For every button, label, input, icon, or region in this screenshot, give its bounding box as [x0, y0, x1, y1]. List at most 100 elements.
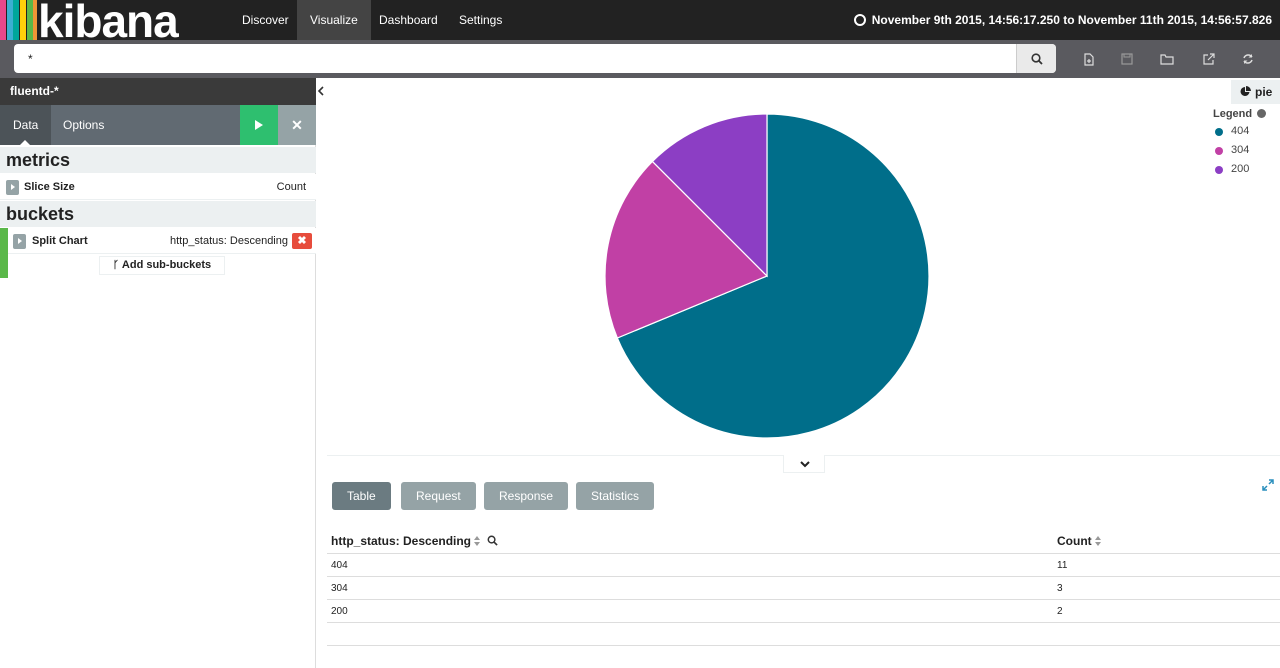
search-bar — [0, 40, 1280, 78]
chevron-right-icon[interactable] — [13, 234, 26, 249]
branch-icon: ᚴ — [112, 260, 119, 271]
chevron-down-icon — [800, 461, 810, 468]
legend-label: 200 — [1231, 163, 1250, 175]
legend-toggle-icon — [1257, 109, 1267, 118]
logo-wordmark: kibana — [38, 0, 179, 40]
tab-options[interactable]: Options — [63, 118, 105, 132]
spy-tab-table[interactable]: Table — [332, 482, 391, 510]
add-sub-buckets-button[interactable]: ᚴ Add sub-buckets — [99, 256, 225, 275]
data-table: http_status: Descending Count 404 11 304… — [327, 528, 1280, 646]
time-range-label: November 9th 2015, 14:56:17.250 to Novem… — [871, 13, 1272, 27]
table-row-empty — [327, 623, 1280, 646]
spy-panel-toggle[interactable] — [783, 455, 825, 473]
play-icon — [255, 120, 263, 130]
index-pattern-title: fluentd-* — [0, 78, 316, 105]
table-cell: 3 — [1057, 583, 1063, 594]
search-button[interactable] — [1016, 44, 1056, 73]
legend-item-304[interactable]: 304 — [1213, 141, 1280, 160]
sort-icon[interactable] — [474, 536, 481, 546]
discard-changes-button[interactable]: ✕ — [278, 105, 316, 145]
new-visualization-button[interactable] — [1079, 49, 1099, 69]
table-cell: 11 — [1057, 560, 1068, 571]
table-cell: 404 — [331, 560, 348, 571]
spy-tab-response[interactable]: Response — [484, 482, 569, 510]
bucket-status-stripe — [0, 228, 8, 278]
table-row: 200 2 — [327, 600, 1280, 623]
table-cell: 200 — [331, 606, 348, 617]
legend-item-404[interactable]: 404 — [1213, 122, 1280, 141]
tab-data-label: Data — [13, 118, 39, 132]
legend-swatch — [1215, 128, 1223, 136]
pie-slice-404[interactable] — [616, 113, 930, 439]
refresh-icon — [1243, 54, 1253, 64]
search-box — [14, 44, 1056, 73]
legend-item-200[interactable]: 200 — [1213, 160, 1280, 179]
spy-tab-request[interactable]: Request — [401, 482, 476, 510]
sort-icon[interactable] — [1094, 536, 1102, 546]
save-button[interactable] — [1117, 49, 1137, 69]
bucket-label: Split Chart — [32, 235, 88, 247]
table-cell: 304 — [331, 583, 348, 594]
column-header-label: http_status: Descending — [331, 534, 472, 548]
tab-data[interactable]: Data — [0, 105, 52, 145]
search-input[interactable] — [14, 44, 1016, 73]
column-header-label: Count — [1057, 534, 1092, 548]
metric-label: Slice Size — [24, 181, 75, 193]
remove-bucket-button[interactable]: ✖ — [292, 233, 312, 249]
nav-visualize[interactable]: Visualize — [297, 0, 371, 40]
legend-toggle[interactable]: Legend — [1213, 106, 1280, 122]
logo-bar — [27, 0, 33, 40]
add-sub-buckets-label: Add sub-buckets — [121, 259, 212, 271]
nav-discover[interactable]: Discover — [242, 13, 289, 27]
search-icon — [1030, 52, 1043, 65]
expand-icon[interactable] — [1261, 478, 1275, 492]
logo-bar — [13, 0, 19, 40]
table-cell: 2 — [1057, 606, 1063, 617]
chevron-right-icon[interactable] — [6, 180, 19, 195]
close-icon: ✖ — [297, 235, 307, 247]
legend: Legend 404 304 200 — [1213, 106, 1280, 179]
legend-swatch — [1215, 147, 1223, 155]
visualization-area: pie Legend 404 304 200 Table Request Res… — [327, 78, 1280, 668]
table-header: http_status: Descending Count — [327, 528, 1280, 554]
logo-bar — [20, 0, 26, 40]
open-button[interactable] — [1157, 49, 1177, 69]
apply-changes-button[interactable] — [240, 105, 278, 145]
open-folder-icon — [1160, 53, 1174, 65]
nav-settings[interactable]: Settings — [459, 13, 503, 27]
logo-bar — [0, 0, 6, 40]
close-icon: ✕ — [291, 117, 303, 133]
pie-chart-icon — [1240, 86, 1251, 96]
pie-slice-200[interactable] — [651, 113, 768, 278]
collapse-sidebar-icon[interactable] — [316, 84, 327, 98]
new-visualization-icon — [1084, 52, 1094, 66]
table-row: 304 3 — [327, 577, 1280, 600]
search-icon[interactable] — [487, 535, 499, 546]
column-header-count[interactable]: Count — [1057, 528, 1102, 554]
bucket-split-chart[interactable]: Split Chart http_status: Descending ✖ — [0, 228, 316, 278]
logo-bar — [33, 0, 37, 40]
share-button[interactable] — [1198, 49, 1218, 69]
table-row: 404 11 — [327, 554, 1280, 577]
legend-title: Legend — [1213, 108, 1253, 120]
legend-label: 304 — [1231, 144, 1250, 156]
spy-tab-statistics[interactable]: Statistics — [576, 482, 655, 510]
active-tab-caret-icon — [20, 140, 30, 145]
metric-value: Count — [276, 181, 306, 193]
save-icon — [1121, 53, 1133, 65]
pie-slice-304[interactable] — [604, 160, 769, 339]
share-icon — [1202, 52, 1215, 65]
refresh-button[interactable] — [1238, 49, 1258, 69]
pie-chart — [604, 113, 930, 439]
chart-type-badge: pie — [1231, 80, 1280, 104]
chart-type-label: pie — [1255, 85, 1273, 99]
column-header-http-status[interactable]: http_status: Descending — [331, 528, 499, 554]
metric-slice-size[interactable]: Slice Size Count — [0, 174, 316, 200]
kibana-logo[interactable]: kibana — [0, 0, 226, 40]
bucket-value: http_status: Descending — [169, 235, 288, 247]
logo-bar — [7, 0, 13, 40]
metrics-heading: metrics — [0, 147, 316, 173]
nav-dashboard[interactable]: Dashboard — [379, 13, 438, 27]
time-picker[interactable]: November 9th 2015, 14:56:17.250 to Novem… — [853, 0, 1272, 40]
top-navbar: kibana Discover Visualize Dashboard Sett… — [0, 0, 1280, 40]
